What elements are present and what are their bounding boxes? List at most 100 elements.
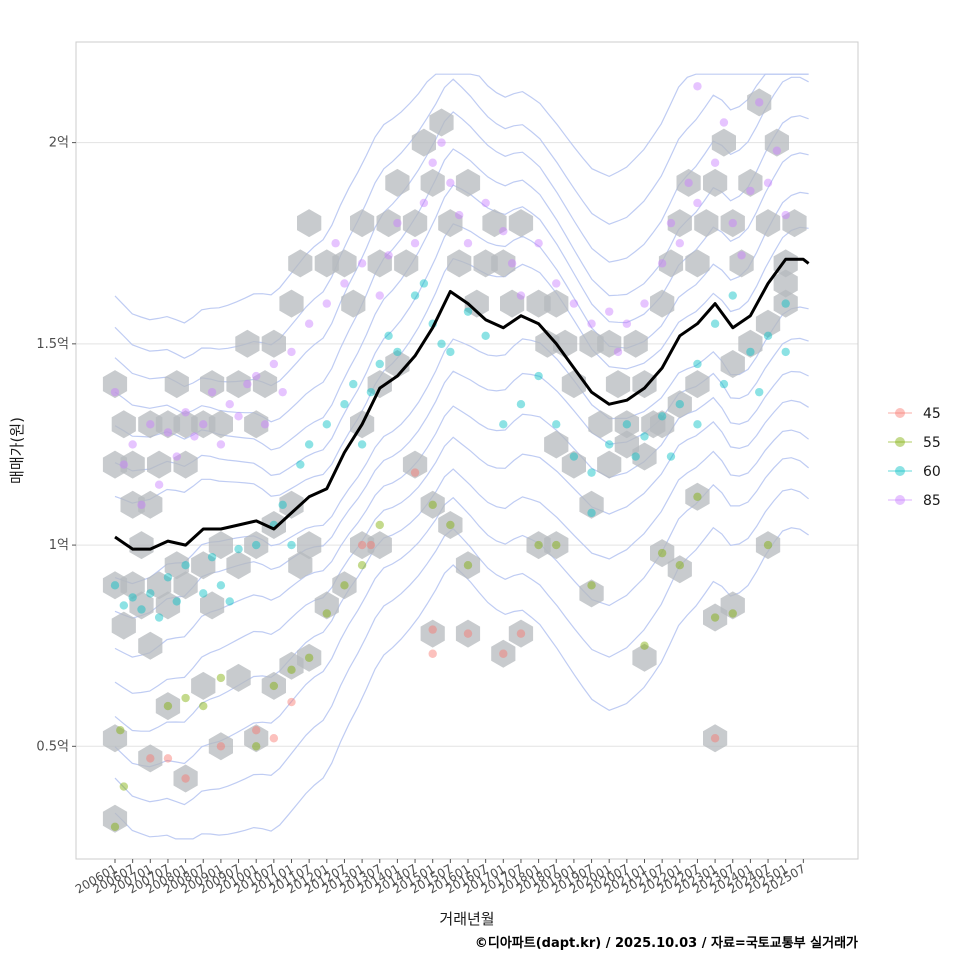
point-45 xyxy=(269,734,279,743)
hexbin-cell xyxy=(173,571,198,600)
point-60 xyxy=(710,319,720,328)
point-85 xyxy=(260,420,270,429)
hexbin-cell xyxy=(720,591,745,620)
point-85 xyxy=(146,420,155,429)
point-85 xyxy=(393,218,402,228)
point-55 xyxy=(587,581,596,590)
point-60 xyxy=(666,452,676,461)
point-85 xyxy=(234,412,243,421)
point-55 xyxy=(163,701,173,711)
y-axis-title: 매매가(원) xyxy=(8,417,26,484)
hexbin-cell xyxy=(632,442,657,471)
point-85 xyxy=(181,408,190,417)
point-85 xyxy=(552,279,561,288)
point-60 xyxy=(446,347,455,357)
point-55 xyxy=(534,540,543,550)
hexbin-cell xyxy=(676,168,701,197)
point-85 xyxy=(419,198,429,208)
hexbin-cell xyxy=(244,724,269,753)
point-60 xyxy=(199,589,208,598)
point-55 xyxy=(110,822,120,832)
hexbin-cell xyxy=(447,249,472,278)
point-85 xyxy=(781,210,790,220)
point-45 xyxy=(252,726,261,735)
hexbin-cell xyxy=(738,329,763,358)
hexbin-cell xyxy=(685,370,710,399)
point-85 xyxy=(190,432,199,441)
point-60 xyxy=(675,400,684,409)
point-60 xyxy=(296,460,305,469)
point-60 xyxy=(437,339,446,349)
hexbin-cell xyxy=(597,329,622,358)
point-85 xyxy=(772,146,782,155)
point-60 xyxy=(304,440,314,449)
hexbin-cell xyxy=(650,410,675,439)
trend-line xyxy=(114,257,810,551)
point-55 xyxy=(357,561,367,570)
point-60 xyxy=(146,589,155,598)
point-85 xyxy=(657,259,667,268)
point-55 xyxy=(710,613,720,622)
hexbin-cell xyxy=(288,249,313,278)
hexbin-cell xyxy=(111,410,136,439)
hexbin-cell xyxy=(200,370,225,399)
hexbin-cell xyxy=(367,370,392,399)
hexbin-layer xyxy=(102,88,807,833)
scatter-points xyxy=(110,82,790,832)
point-85 xyxy=(481,198,490,208)
hexbin-cell xyxy=(261,511,286,539)
hexbin-cell xyxy=(102,724,128,753)
hexbin-cell xyxy=(588,410,613,439)
point-85 xyxy=(516,291,526,300)
hexbin-cell xyxy=(173,450,198,479)
point-85 xyxy=(534,239,543,248)
hexbin-cell xyxy=(394,249,419,278)
hexbin-cell xyxy=(755,309,781,338)
point-45 xyxy=(163,754,173,763)
hexbin-cell xyxy=(720,350,745,378)
point-55 xyxy=(763,540,773,550)
hexbin-cell xyxy=(632,643,657,672)
point-55 xyxy=(428,500,437,510)
hexbin-cell xyxy=(420,619,445,648)
hexbin-cell xyxy=(491,249,516,278)
point-45 xyxy=(366,540,376,550)
hexbin-cell xyxy=(685,482,710,511)
point-45 xyxy=(181,774,190,783)
point-60 xyxy=(587,468,596,477)
point-85 xyxy=(463,239,473,248)
point-45 xyxy=(357,540,367,550)
hexbin-cell xyxy=(402,209,428,238)
point-60 xyxy=(110,581,120,590)
point-60 xyxy=(287,540,296,550)
hexbin-cell xyxy=(597,450,622,479)
legend-label: 55 xyxy=(923,435,941,451)
point-85 xyxy=(163,428,173,437)
point-85 xyxy=(437,138,446,147)
point-60 xyxy=(781,347,790,357)
point-45 xyxy=(428,649,437,658)
plot-panel xyxy=(76,42,858,859)
point-60 xyxy=(640,432,649,441)
point-85 xyxy=(693,198,702,208)
legend-key-point xyxy=(895,408,905,418)
legend-key-point xyxy=(895,466,905,476)
y-tick-label: 0.5억 xyxy=(36,739,69,754)
point-55 xyxy=(657,548,667,558)
point-85 xyxy=(252,371,261,381)
hexbin-cell xyxy=(685,249,710,278)
point-60 xyxy=(375,359,384,369)
point-45 xyxy=(410,468,420,477)
hexbin-cell xyxy=(703,168,728,197)
point-85 xyxy=(384,251,393,260)
hexbin-cell xyxy=(200,591,225,620)
hexbin-cell xyxy=(711,128,736,157)
point-60 xyxy=(622,420,632,429)
point-45 xyxy=(216,742,226,751)
hexbin-cell xyxy=(438,511,463,539)
point-45 xyxy=(287,697,296,707)
hexbin-cell xyxy=(138,490,163,519)
hexbin-cell xyxy=(650,289,675,318)
point-85 xyxy=(693,82,702,91)
density-contour xyxy=(114,73,809,324)
